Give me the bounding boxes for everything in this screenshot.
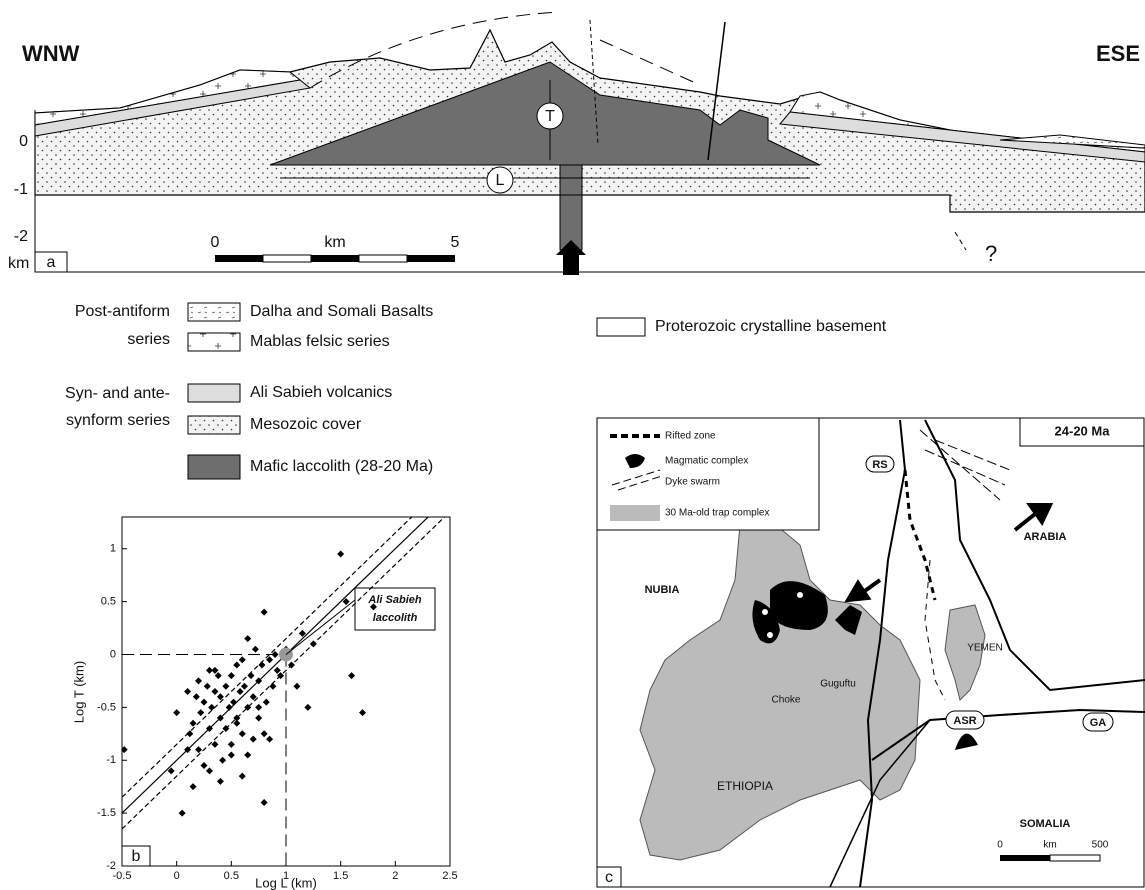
complex-label: Guguftu: [820, 679, 856, 690]
y-tick-label: -2: [106, 860, 116, 872]
legend-item: Mafic laccolith (28-20 Ma): [250, 458, 433, 475]
orientation: WNW: [22, 41, 80, 66]
rift-label: GA: [1090, 717, 1107, 729]
complex-label: Choke: [772, 695, 801, 706]
region-label: NUBIA: [645, 584, 680, 596]
legend-swatch: [610, 505, 660, 521]
x-tick-label: 2: [392, 870, 398, 882]
legend-group: Post-antiform: [75, 303, 170, 320]
scale-bar: [1000, 855, 1050, 861]
legend-swatch: [188, 455, 240, 479]
region-label: ARABIA: [1024, 531, 1067, 543]
region-label: YEMEN: [967, 643, 1003, 654]
unknown-fault: [955, 232, 966, 250]
legend-item: Ali Sabieh volcanics: [250, 384, 392, 401]
rift-label: RS: [872, 459, 887, 471]
map: Rifted zone Magmatic complex Dyke swarm …: [597, 418, 1145, 887]
scale-bar: [1050, 855, 1100, 861]
y-tick-label: -0.5: [97, 701, 116, 713]
centre: [762, 609, 768, 615]
eroded-envelope: [600, 40, 700, 85]
age: 24-20 Ma: [1055, 423, 1111, 438]
map-legend-item: Dyke swarm: [665, 477, 720, 488]
scale-label: 500: [1092, 840, 1109, 851]
legend-item: Mesozoic cover: [250, 416, 362, 433]
legend-item: Proterozoic crystalline basement: [655, 318, 887, 335]
orientation: ESE: [1096, 41, 1140, 66]
panel-label: a: [47, 254, 56, 271]
scatter-plot: Ali Sabieh laccolith b Log L (km) Log T …: [71, 480, 457, 890]
centre: [767, 632, 773, 638]
rift-label: ASR: [953, 715, 976, 727]
map-legend-item: Magmatic complex: [665, 456, 748, 467]
legend-group: synform series: [66, 412, 170, 429]
scale-label: 0: [211, 234, 220, 251]
legend-group: Syn- and ante-: [65, 385, 170, 402]
unknown-mark: ?: [985, 241, 997, 266]
x-tick-label: 0.5: [224, 870, 239, 882]
legend-swatch: [188, 333, 240, 351]
marker: L: [496, 172, 505, 189]
depth-label: -1: [14, 181, 28, 198]
legend-item: Dalha and Somali Basalts: [250, 303, 433, 320]
y-tick-label: 0: [110, 648, 116, 660]
y-tick-label: 0.5: [101, 596, 116, 608]
x-tick-label: 1: [283, 870, 289, 882]
region-label: ETHIOPIA: [717, 779, 773, 793]
region-label: SOMALIA: [1020, 818, 1071, 830]
legend-swatch: [188, 416, 240, 434]
legend-item: Mablas felsic series: [250, 333, 390, 350]
legend-swatch: [597, 318, 645, 336]
map-legend-item: 30 Ma-old trap complex: [665, 508, 770, 519]
marker: T: [545, 108, 555, 125]
scale-label: 5: [451, 234, 460, 251]
y-tick-label: -1.5: [97, 807, 116, 819]
cross-section: WNW ESE 0 -1 -2 km a T L 0 km 5 ?: [8, 12, 1145, 275]
panel-label: b: [132, 848, 141, 865]
scale-label: km: [324, 234, 345, 251]
y-tick-label: 1: [110, 543, 116, 555]
scale-label: km: [1043, 840, 1056, 851]
depth-label: 0: [19, 133, 28, 150]
scale-bar: [215, 255, 455, 262]
scale-label: 0: [997, 840, 1003, 851]
figure: WNW ESE 0 -1 -2 km a T L 0 km 5 ? Post-a…: [0, 0, 1145, 890]
annotation: laccolith: [373, 612, 418, 624]
x-tick-label: 1.5: [333, 870, 348, 882]
depth-label: -2: [14, 228, 28, 245]
legend-group: series: [127, 331, 170, 348]
legend-swatch: [188, 384, 240, 402]
y-axis-label: Log T (km): [71, 661, 86, 723]
x-tick-label: 0: [174, 870, 180, 882]
annotation: Ali Sabieh: [367, 594, 421, 606]
legend-swatch: [188, 303, 240, 321]
centre: [797, 592, 803, 598]
depth-unit: km: [8, 255, 29, 272]
panel-label: c: [605, 869, 613, 886]
y-tick-label: -1: [106, 754, 116, 766]
x-tick-label: 2.5: [442, 870, 457, 882]
map-legend-item: Rifted zone: [665, 431, 716, 442]
